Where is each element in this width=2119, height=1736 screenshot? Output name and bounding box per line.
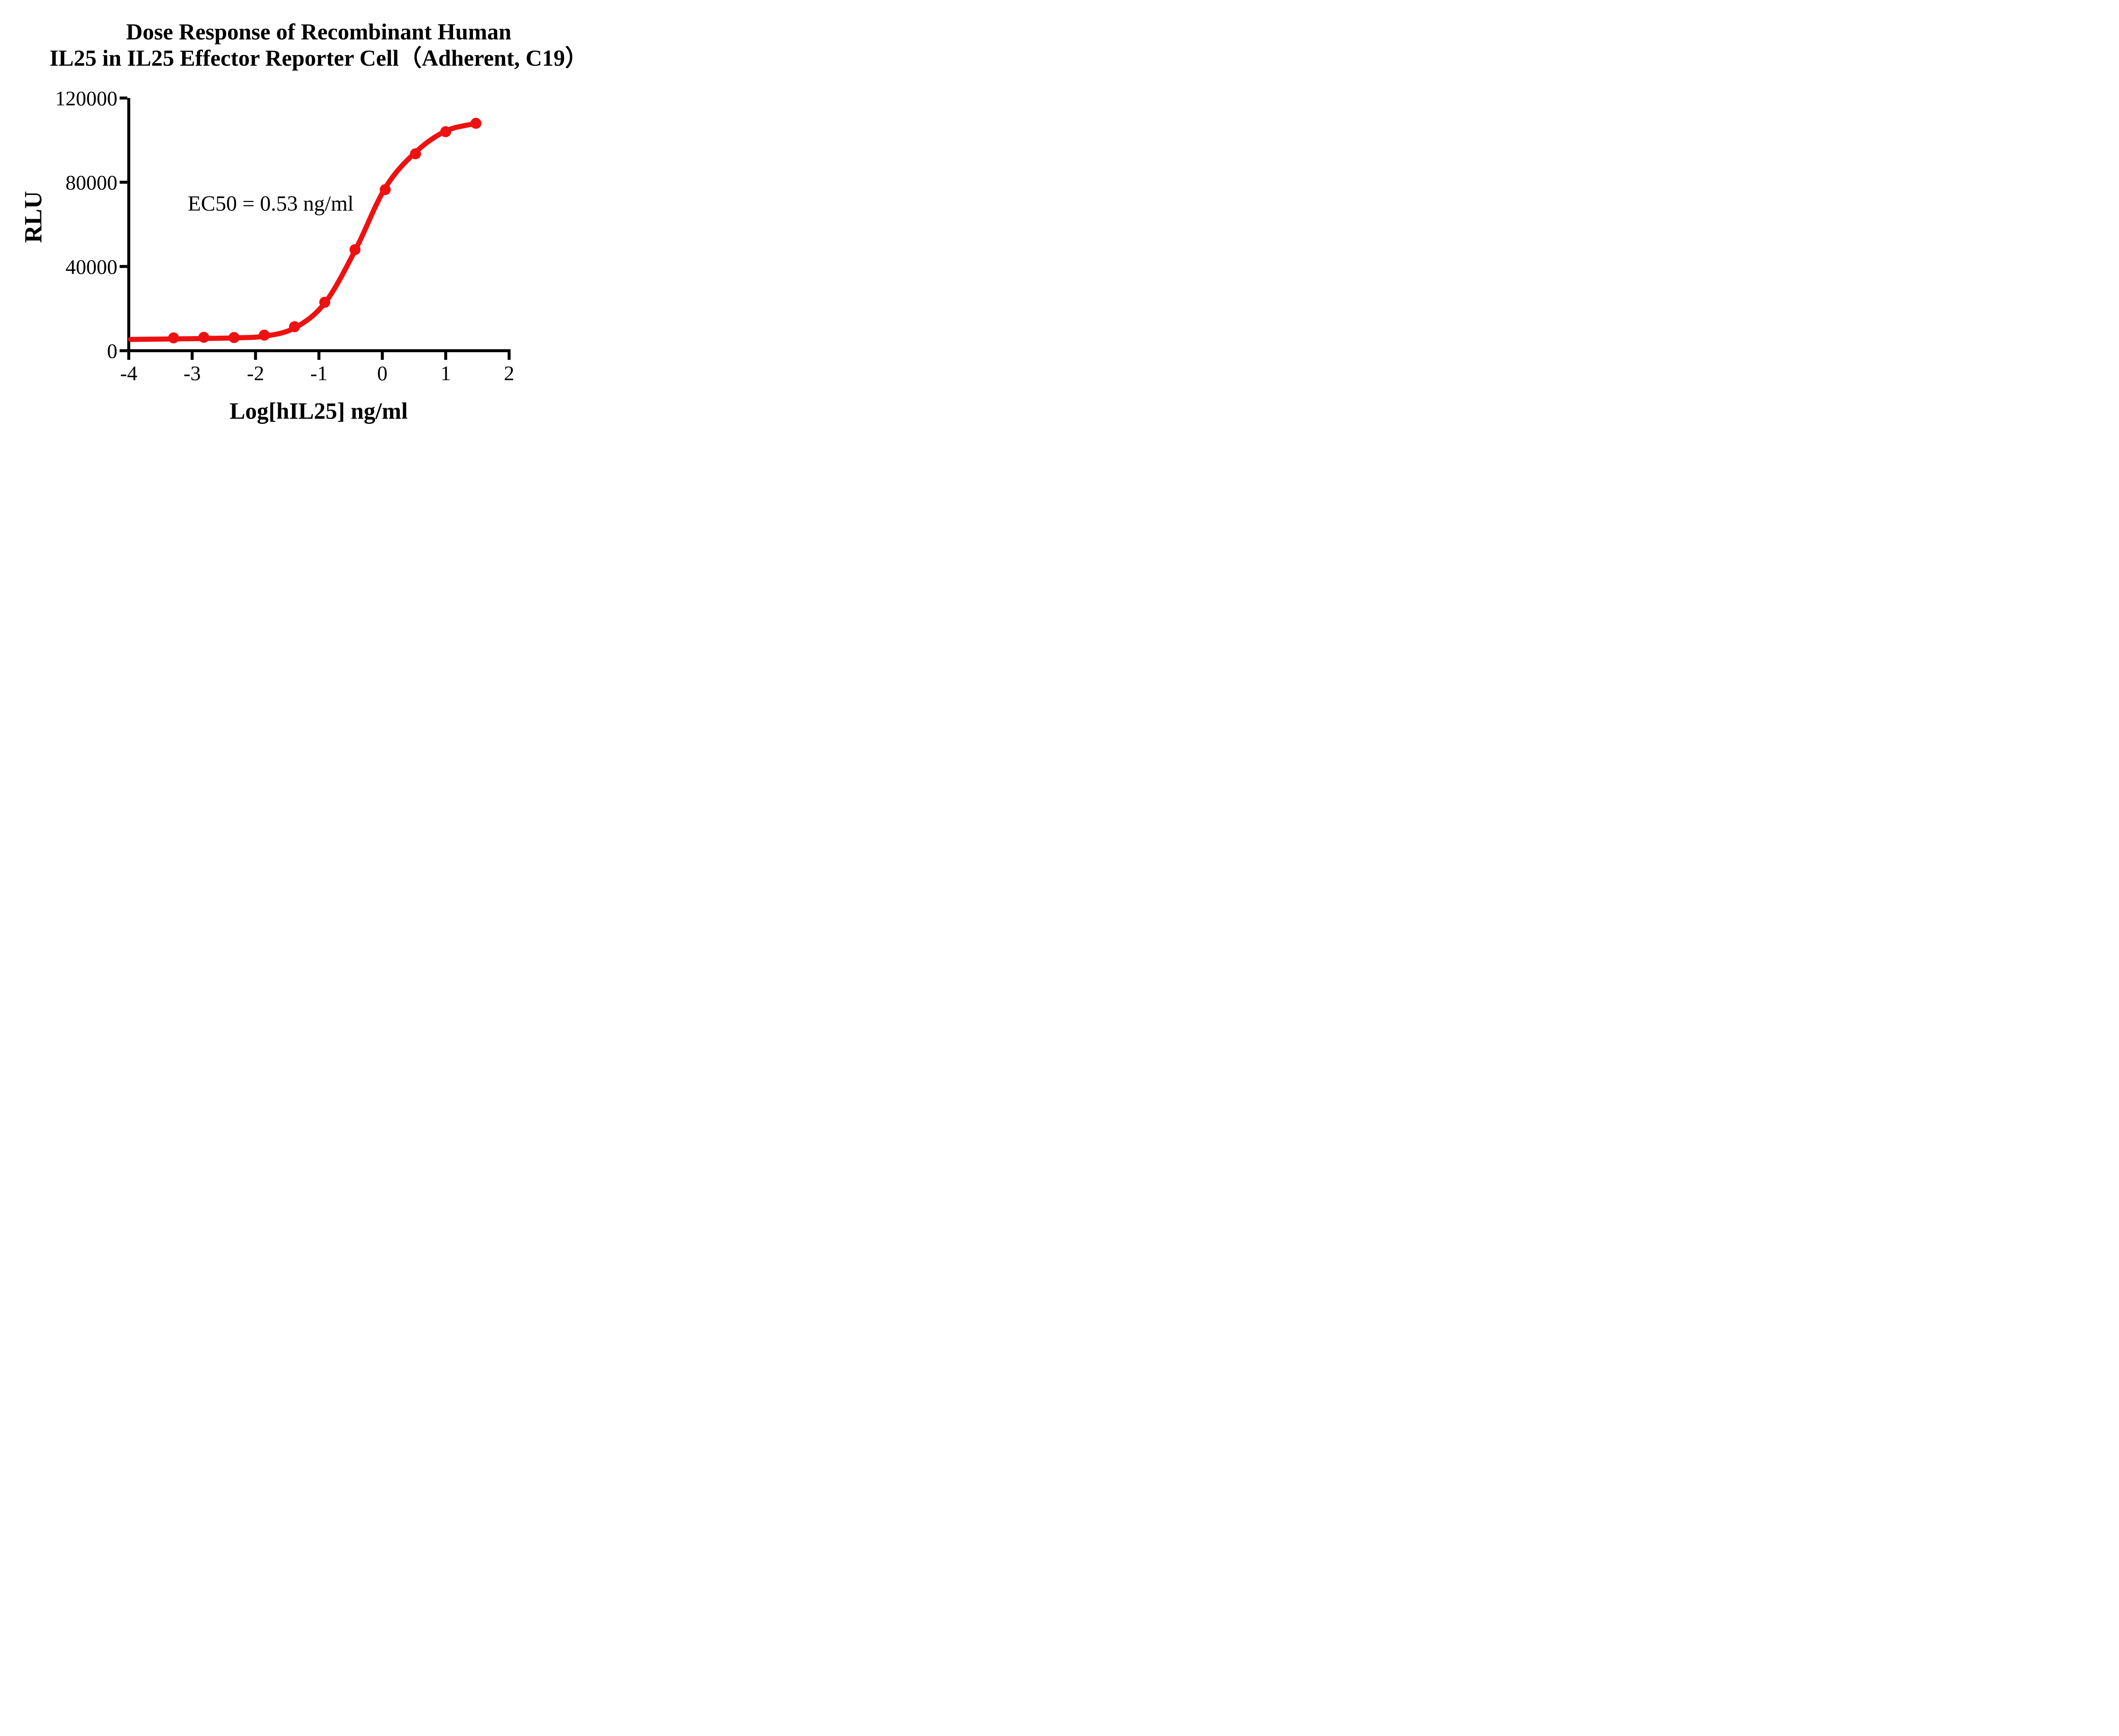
x-tick-label: -1 xyxy=(310,362,328,385)
data-point xyxy=(228,332,240,343)
chart-title-line-1: Dose Response of Recombinant Human xyxy=(126,19,512,45)
data-point xyxy=(168,332,179,344)
dose-response-curve xyxy=(128,121,478,342)
x-tick-label: 2 xyxy=(504,362,514,385)
y-tick-label: 40000 xyxy=(66,255,118,278)
x-tick-label: 1 xyxy=(440,362,451,385)
x-axis-title: Log[hIL25] ng/ml xyxy=(229,398,408,424)
x-tick-label: -4 xyxy=(120,362,137,385)
x-tick-label: 0 xyxy=(377,362,388,385)
x-tick-label: -3 xyxy=(184,362,201,385)
chart-canvas: Dose Response of Recombinant Human IL25 … xyxy=(0,0,610,434)
y-tick-label: 0 xyxy=(107,339,118,363)
data-point xyxy=(470,117,481,129)
data-point xyxy=(198,331,209,343)
y-tick-label: 120000 xyxy=(55,86,117,110)
data-point xyxy=(259,329,270,341)
data-point xyxy=(319,297,331,308)
x-tick-label: -2 xyxy=(247,362,264,385)
ec50-annotation: EC50 = 0.53 ng/ml xyxy=(188,192,354,216)
chart-title: Dose Response of Recombinant Human IL25 … xyxy=(0,19,610,71)
chart-title-line-2: IL25 in IL25 Effector Reporter Cell（Adhe… xyxy=(49,45,588,71)
data-point xyxy=(410,148,421,159)
y-tick-label: 80000 xyxy=(66,171,118,194)
data-point xyxy=(380,184,391,195)
plot-area: -4 -3 -2 -1 0 1 2 0 40000 80000 120000 xyxy=(55,86,514,385)
axes-frame xyxy=(127,98,511,352)
data-point xyxy=(289,321,300,332)
data-point xyxy=(440,126,451,137)
data-point xyxy=(349,244,361,255)
